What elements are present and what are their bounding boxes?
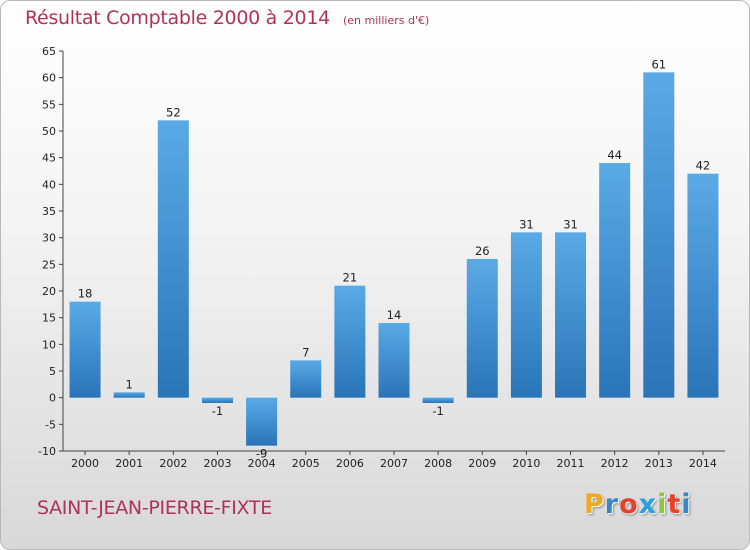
y-tick-label: 15: [42, 312, 56, 325]
chart-data-labels: 18 1 52 -1 -9 7 21 14 -1 26 31 31 44 61 42: [78, 57, 711, 460]
bar: [687, 173, 719, 398]
chart-title: Résultat Comptable 2000 à 2014: [25, 7, 330, 29]
bar: [510, 232, 542, 398]
data-label: -9: [256, 447, 267, 461]
chart-axes: -10 -5 0 5 10 15 20 25 30 35 40 45 50 55 60 65 2000 2001 2…: [38, 45, 725, 470]
y-tick-label: 35: [42, 205, 56, 218]
logo-letter: r: [604, 489, 620, 520]
bar: [113, 392, 145, 398]
y-tick-label: 5: [49, 365, 56, 378]
bar: [422, 397, 454, 403]
bar: [201, 397, 233, 403]
y-tick-label: 50: [42, 125, 56, 138]
data-label: 42: [696, 159, 711, 173]
logo-letter: i: [657, 489, 668, 520]
y-tick-label: 20: [42, 285, 56, 298]
data-label: 31: [563, 217, 578, 231]
bar: [334, 285, 366, 398]
x-tick-label: 2006: [336, 457, 364, 470]
proxiti-logo[interactable]: Proxiti: [584, 489, 692, 520]
x-tick-label: 2013: [645, 457, 673, 470]
data-label: 44: [607, 148, 622, 162]
y-tick-label: -5: [45, 418, 56, 431]
y-tick-label: 60: [42, 72, 56, 85]
data-label: -1: [432, 404, 443, 418]
data-label: 26: [475, 244, 490, 258]
logo-letter: o: [619, 489, 639, 520]
title-row: Résultat Comptable 2000 à 2014 (en milli…: [25, 7, 429, 29]
data-label: 31: [519, 217, 534, 231]
x-tick-label: 2010: [512, 457, 540, 470]
y-tick-label: 0: [49, 392, 56, 405]
logo-letter: P: [584, 489, 605, 520]
bar: [69, 301, 101, 398]
y-tick-label: 10: [42, 338, 56, 351]
x-tick-label: 2005: [292, 457, 320, 470]
y-tick-label: -10: [38, 445, 56, 458]
x-tick-label: 2014: [689, 457, 717, 470]
bar: [290, 360, 322, 398]
y-tick-label: 40: [42, 178, 56, 191]
data-label: 21: [343, 271, 358, 285]
x-tick-label: 2000: [71, 457, 99, 470]
chart-subtitle: (en milliers d'€): [342, 14, 430, 27]
x-tick-label: 2009: [468, 457, 496, 470]
x-tick-label: 2008: [424, 457, 452, 470]
bar: [466, 259, 498, 398]
x-tick-label: 2011: [557, 457, 585, 470]
y-tick-label: 25: [42, 258, 56, 271]
y-tick-label: 65: [42, 45, 56, 58]
bar: [246, 397, 278, 446]
data-label: 61: [651, 57, 666, 71]
bar: [555, 232, 587, 398]
x-tick-label: 2002: [159, 457, 187, 470]
x-tick-label: 2004: [248, 457, 276, 470]
bar: [378, 323, 410, 398]
data-label: 52: [166, 105, 181, 119]
logo-letter: x: [638, 489, 658, 520]
commune-name: SAINT-JEAN-PIERRE-FIXTE: [37, 497, 272, 519]
x-tick-label: 2001: [115, 457, 143, 470]
data-label: 14: [387, 308, 402, 322]
data-label: -1: [212, 404, 223, 418]
logo-letter: t: [667, 489, 682, 520]
logo-letter: i: [681, 489, 692, 520]
y-tick-label: 30: [42, 232, 56, 245]
data-label: 7: [302, 345, 309, 359]
x-tick-label: 2007: [380, 457, 408, 470]
data-label: 1: [126, 377, 133, 391]
chart-bars: [69, 72, 719, 446]
y-tick-label: 55: [42, 98, 56, 111]
x-tick-label: 2012: [601, 457, 629, 470]
bar: [157, 120, 189, 398]
x-tick-label: 2003: [203, 457, 231, 470]
data-label: 18: [78, 287, 93, 301]
bar: [599, 163, 631, 398]
y-tick-label: 45: [42, 152, 56, 165]
bar: [643, 72, 675, 398]
